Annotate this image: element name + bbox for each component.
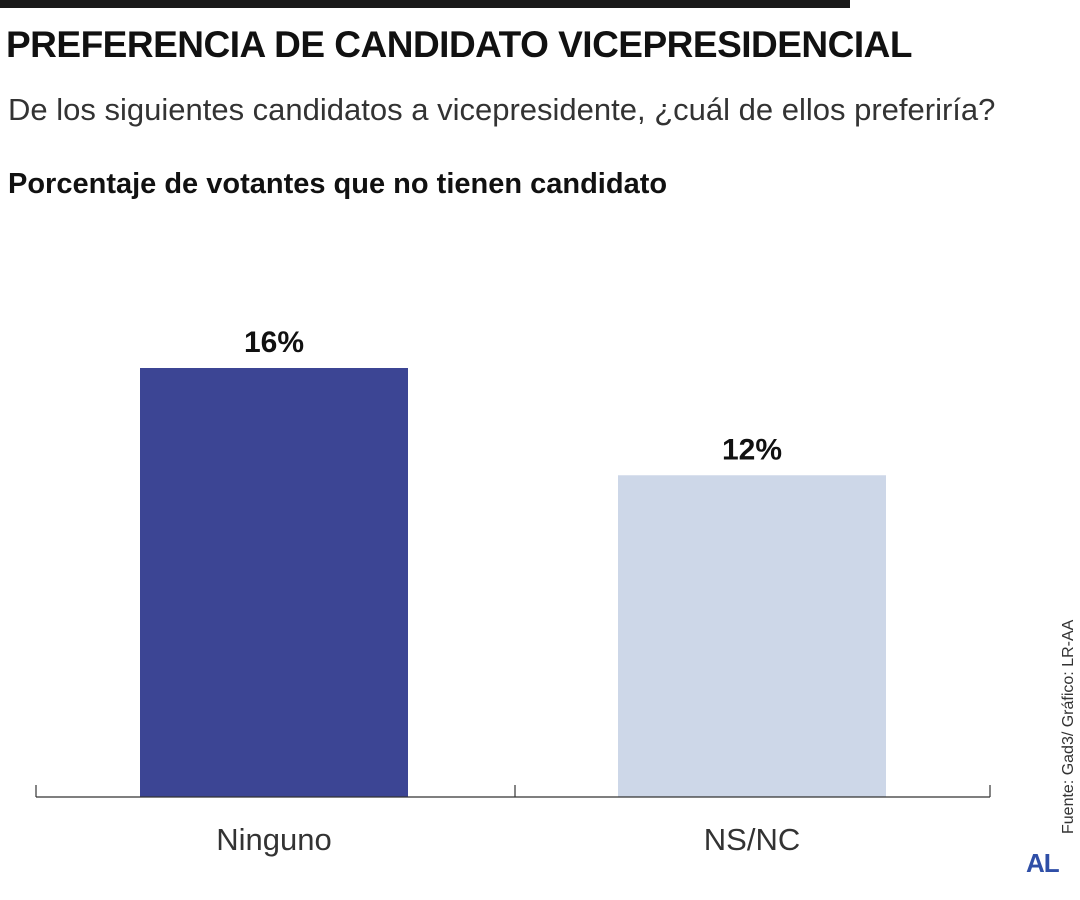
page-title: PREFERENCIA DE CANDIDATO VICEPRESIDENCIA… bbox=[6, 24, 912, 65]
category-label: NS/NC bbox=[704, 822, 800, 857]
bar-0 bbox=[140, 368, 408, 797]
brand-logo: AL bbox=[1026, 848, 1060, 878]
bar-1 bbox=[618, 475, 886, 797]
category-label: Ninguno bbox=[216, 822, 331, 857]
chart-title: Porcentaje de votantes que no tienen can… bbox=[8, 168, 668, 200]
bar-value-label: 12% bbox=[722, 433, 782, 466]
bar-value-label: 16% bbox=[244, 326, 304, 359]
top-rule bbox=[0, 0, 850, 8]
source-credit: Fuente: Gad3/ Gráfico: LR-AA bbox=[1060, 619, 1077, 834]
question-subtitle: De los siguientes candidatos a vicepresi… bbox=[8, 92, 996, 127]
